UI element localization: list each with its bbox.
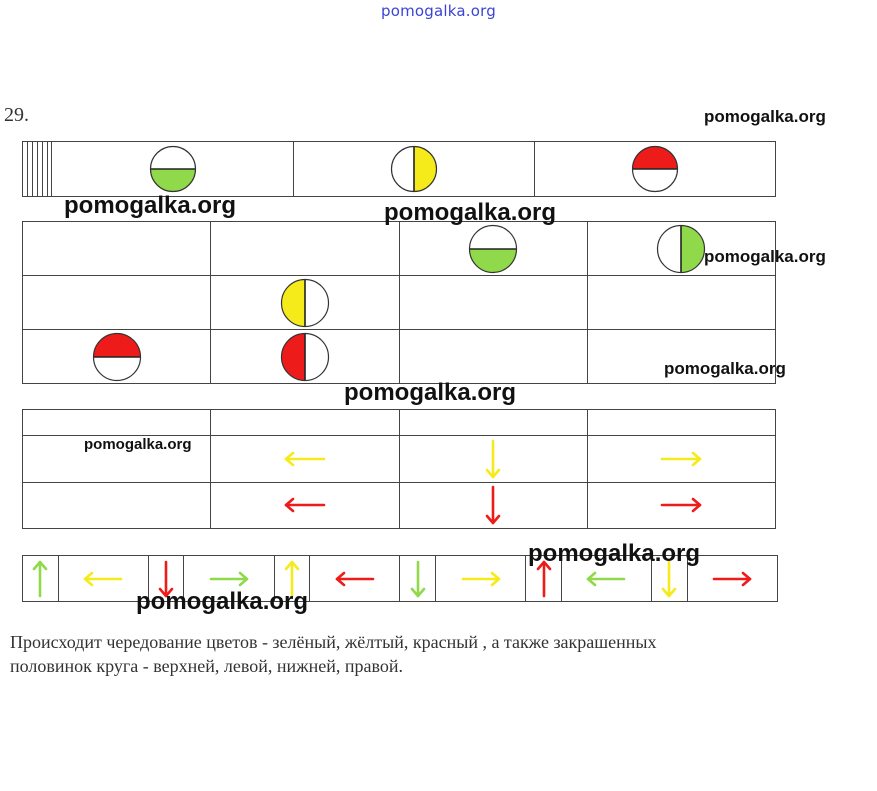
pattern-row-circles [22,141,777,197]
watermark: pomogalka.org [528,540,701,567]
pattern-row [21,275,777,330]
pattern-cell [210,409,400,436]
pattern-cell [586,275,777,330]
pattern-cell [398,435,588,483]
pattern-cell [651,555,688,602]
red-arrow-down-icon [158,560,174,597]
explanation-line-1: Происходит чередование цветов - зелёный,… [10,632,657,652]
pattern-cell [399,555,437,602]
red-half-circle-icon [631,145,678,193]
pattern-row [21,481,777,529]
pattern-cell [57,555,149,602]
yellow-arrow-left-icon [284,451,326,467]
watermark: pomogalka.org [704,247,826,266]
pattern-row [21,329,777,384]
pattern-cell [398,409,588,436]
pattern-row [21,221,777,276]
pattern-cell [210,481,400,529]
yellow-half-circle-icon [280,278,329,327]
pattern-cell [210,221,400,276]
pattern-grid-circles [21,221,777,384]
explanation-line-2: половинок круга - верхней, левой, нижней… [10,656,403,676]
header-watermark: pomogalka.org [381,2,496,20]
pattern-cell [292,141,535,197]
pattern-cell [210,435,400,483]
pattern-cell [21,435,212,483]
pattern-cell [273,555,311,602]
pattern-cell [533,141,777,197]
red-arrow-right-icon [661,497,702,513]
pattern-cell [21,275,212,330]
green-arrow-down-icon [410,560,426,597]
pattern-cell [435,555,527,602]
red-arrow-left-icon [284,497,326,513]
red-arrow-down-icon [485,485,501,525]
yellow-arrow-down-icon [485,439,501,479]
watermark: pomogalka.org [664,359,786,378]
yellow-half-circle-icon [390,145,437,193]
green-half-circle-icon [657,224,706,273]
yellow-arrow-right-icon [661,451,702,467]
watermark: pomogalka.org [344,379,517,406]
red-arrow-up-icon [536,560,551,597]
green-half-circle-icon [469,224,518,273]
watermark: pomogalka.org [64,192,237,219]
explanation-text: Происходит чередование цветов - зелёный,… [10,630,868,678]
red-half-circle-icon [92,332,141,381]
pattern-cell [586,221,777,276]
pattern-cell [398,329,588,384]
pattern-cell [22,555,59,602]
pattern-cell [586,409,777,436]
yellow-arrow-up-icon [284,560,300,597]
yellow-arrow-left-icon [83,571,123,586]
green-arrow-right-icon [209,571,249,586]
problem-number: 29. [4,104,29,126]
green-arrow-up-icon [33,560,48,597]
pattern-cell [210,275,400,330]
watermark: pomogalka.org [704,107,826,126]
yellow-arrow-down-icon [662,560,677,597]
red-arrow-right-icon [713,571,752,586]
pattern-cell [398,275,588,330]
watermark: pomogalka.org [84,436,192,453]
pattern-row-arrows [22,555,779,602]
watermark: pomogalka.org [136,588,309,615]
pattern-cell [586,481,777,529]
pattern-cell [398,481,588,529]
pattern-cell [210,329,400,384]
pattern-cell [586,435,777,483]
pattern-cell [21,481,212,529]
pattern-cell [586,329,777,384]
red-arrow-left-icon [335,571,375,586]
pattern-grid-arrows [21,409,777,529]
pattern-header-row [21,409,777,436]
watermark: pomogalka.org [384,199,557,226]
pattern-cell [309,555,401,602]
yellow-arrow-right-icon [461,571,500,586]
pattern-cell [686,555,779,602]
green-arrow-left-icon [587,571,626,586]
red-half-circle-icon [280,332,329,381]
green-half-circle-icon [149,145,196,193]
pattern-cell [183,555,275,602]
pattern-cell [560,555,653,602]
pattern-cell [21,329,212,384]
pattern-cell [51,141,294,197]
pattern-cell [21,221,212,276]
pattern-cell [21,409,212,436]
pattern-cell [398,221,588,276]
